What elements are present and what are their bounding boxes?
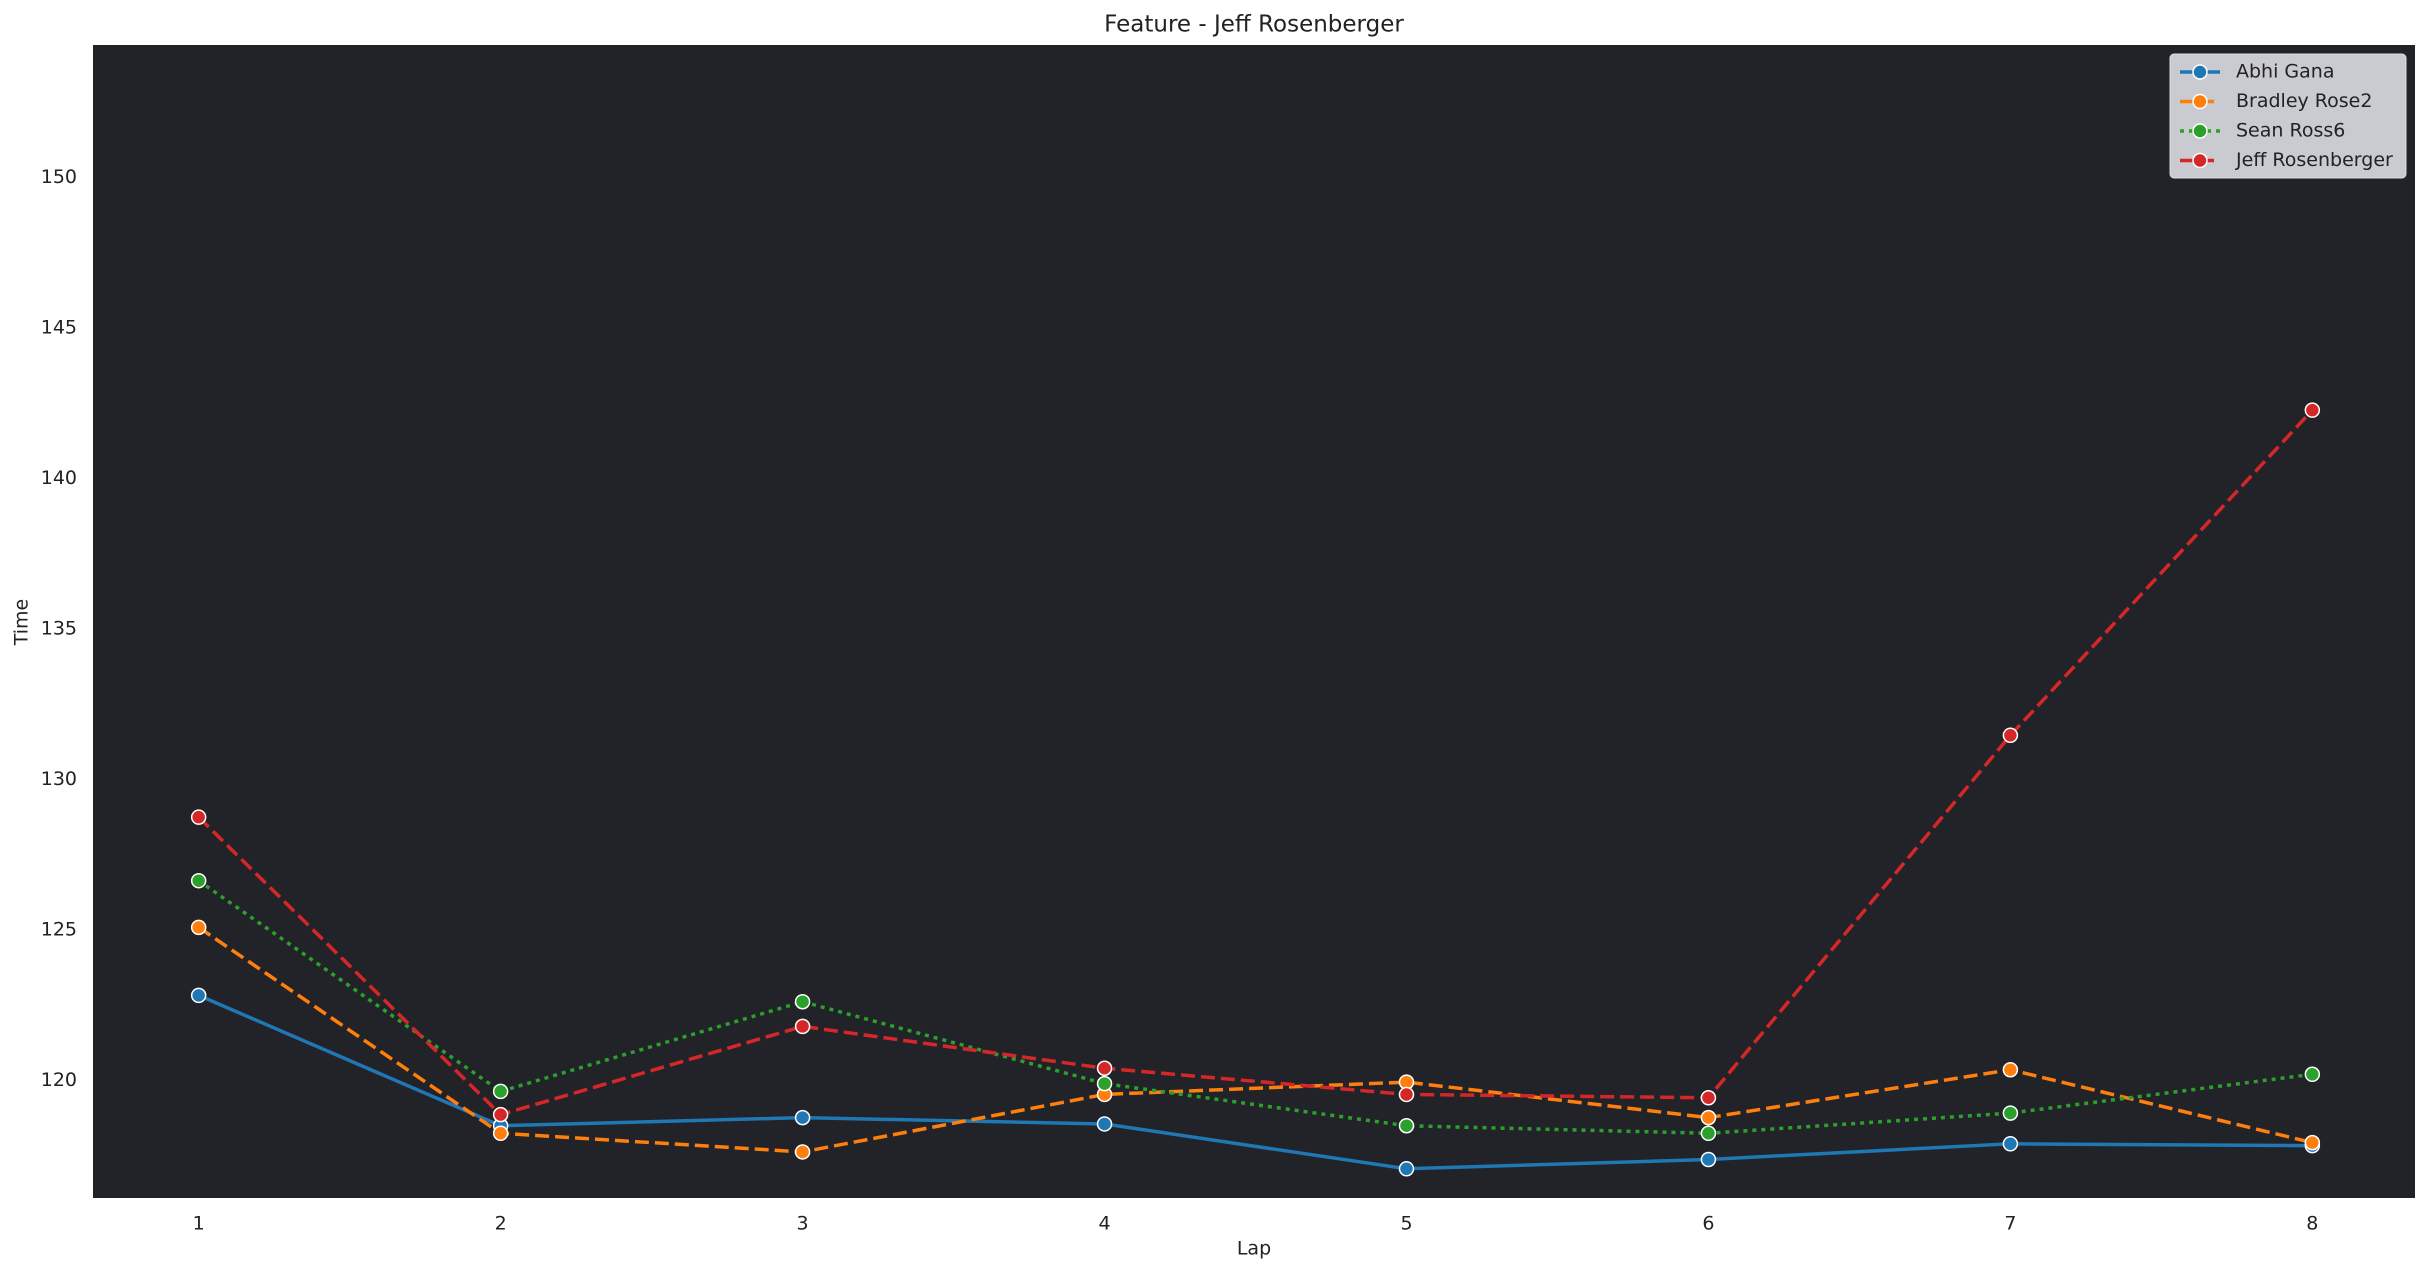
series-line: [197, 993, 2313, 1171]
series-line: [197, 925, 2313, 1154]
y-tick-label: 125: [41, 919, 77, 941]
data-point: [1700, 1090, 1717, 1106]
legend-marker: [2192, 64, 2208, 80]
data-point: [190, 872, 207, 889]
data-point: [1096, 1116, 1113, 1132]
data-point: [190, 809, 207, 825]
x-tick-label: 4: [1098, 1213, 1110, 1235]
y-tick-label: 135: [41, 618, 77, 640]
data-point: [794, 1109, 811, 1126]
data-point: [2002, 727, 2019, 744]
data-point: [1096, 1060, 1113, 1076]
x-tick-label: 2: [495, 1213, 507, 1235]
data-point: [794, 1144, 811, 1160]
x-tick-label: 5: [1400, 1213, 1412, 1235]
data-point: [1700, 1151, 1717, 1168]
data-point: [492, 1106, 509, 1123]
data-point: [1700, 1109, 1717, 1126]
legend-marker: [2192, 123, 2208, 139]
data-point: [1398, 1086, 1415, 1103]
plot-area: [93, 45, 2415, 1198]
data-point: [794, 1018, 811, 1035]
series-line: [197, 408, 2314, 1117]
data-point: [2002, 1136, 2019, 1152]
y-tick-label: 130: [41, 768, 77, 790]
legend-marker: [2192, 93, 2208, 110]
y-tick-label: 140: [41, 467, 77, 489]
data-point: [2304, 402, 2321, 418]
legend: Abhi Gana Bradley Rose2 Sean Ross6 Jeff Ros…: [2169, 53, 2407, 179]
legend-box: [2169, 53, 2407, 179]
data-point: [2304, 1134, 2321, 1151]
data-point: [1398, 1161, 1415, 1177]
legend-label: Bradley Rose2: [2236, 90, 2372, 112]
data-point: [492, 1083, 509, 1100]
data-point: [1096, 1075, 1113, 1092]
data-point: [1398, 1117, 1415, 1134]
data-point: [492, 1125, 509, 1142]
y-tick-label: 145: [41, 316, 77, 338]
data-point: [2304, 1066, 2321, 1083]
legend-label: Abhi Gana: [2236, 61, 2334, 83]
y-axis-label: Time: [11, 599, 33, 647]
data-point: [2002, 1062, 2019, 1078]
y-tick-label: 150: [41, 166, 77, 188]
data-point: [190, 919, 207, 936]
x-tick-label: 6: [1702, 1213, 1714, 1235]
chart-title: Feature - Jeff Rosenberger: [1104, 12, 1404, 38]
x-tick-label: 1: [193, 1213, 205, 1235]
x-tick-label: 8: [2306, 1213, 2318, 1235]
x-axis-label: Lap: [1237, 1238, 1271, 1260]
data-point: [794, 993, 811, 1010]
legend-label: Sean Ross6: [2236, 120, 2345, 142]
x-tick-label: 7: [2004, 1213, 2016, 1235]
legend-marker: [2192, 152, 2208, 169]
x-tick-label: 3: [797, 1213, 809, 1235]
data-point: [2002, 1105, 2019, 1121]
series-line: [197, 879, 2313, 1136]
legend-label: Jeff Rosenberger: [2235, 149, 2393, 171]
data-point: [190, 987, 207, 1004]
y-tick-label: 120: [41, 1069, 77, 1091]
data-point: [1700, 1125, 1717, 1142]
